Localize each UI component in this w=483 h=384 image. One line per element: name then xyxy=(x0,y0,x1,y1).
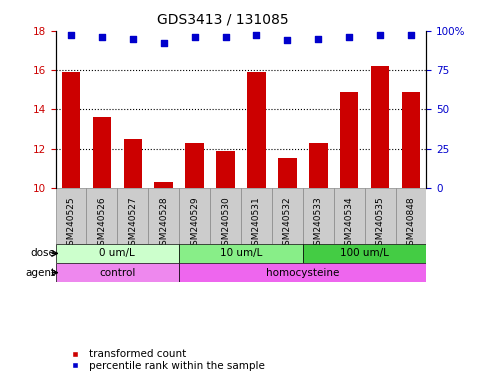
Bar xyxy=(62,72,80,188)
Text: GSM240526: GSM240526 xyxy=(98,196,106,251)
Bar xyxy=(210,188,241,244)
Text: GSM240534: GSM240534 xyxy=(345,196,354,251)
Point xyxy=(284,37,291,43)
Bar xyxy=(86,188,117,244)
Text: GSM240529: GSM240529 xyxy=(190,196,199,251)
Point xyxy=(98,34,106,40)
Bar xyxy=(365,188,396,244)
Bar xyxy=(179,244,303,263)
Bar xyxy=(303,188,334,244)
Bar xyxy=(155,182,173,188)
Text: control: control xyxy=(99,268,136,278)
Bar xyxy=(340,92,358,188)
Legend: transformed count, percentile rank within the sample: transformed count, percentile rank withi… xyxy=(61,345,269,375)
Point xyxy=(407,32,415,38)
Bar xyxy=(272,188,303,244)
Text: GSM240528: GSM240528 xyxy=(159,196,168,251)
Point xyxy=(376,32,384,38)
Point xyxy=(129,35,137,41)
Bar xyxy=(303,244,426,263)
Bar xyxy=(396,188,426,244)
Point xyxy=(345,34,353,40)
Point xyxy=(160,40,168,46)
Point xyxy=(222,34,229,40)
Bar xyxy=(402,92,420,188)
Text: GSM240531: GSM240531 xyxy=(252,196,261,251)
Point xyxy=(67,32,75,38)
Bar xyxy=(278,159,297,188)
Bar xyxy=(124,139,142,188)
Bar xyxy=(56,188,86,244)
Title: GDS3413 / 131085: GDS3413 / 131085 xyxy=(156,13,288,27)
Bar xyxy=(334,188,365,244)
Point xyxy=(314,35,322,41)
Text: GSM240530: GSM240530 xyxy=(221,196,230,251)
Bar xyxy=(56,263,179,282)
Bar xyxy=(247,72,266,188)
Bar xyxy=(148,188,179,244)
Text: homocysteine: homocysteine xyxy=(266,268,340,278)
Bar xyxy=(179,263,426,282)
Bar xyxy=(185,143,204,188)
Bar xyxy=(309,143,327,188)
Bar xyxy=(241,188,272,244)
Bar xyxy=(371,66,389,188)
Text: 0 um/L: 0 um/L xyxy=(99,248,135,258)
Text: GSM240848: GSM240848 xyxy=(407,196,415,251)
Point xyxy=(191,34,199,40)
Text: GSM240533: GSM240533 xyxy=(314,196,323,251)
Bar xyxy=(93,117,111,188)
Text: 100 um/L: 100 um/L xyxy=(340,248,389,258)
Text: GSM240532: GSM240532 xyxy=(283,196,292,251)
Text: GSM240535: GSM240535 xyxy=(376,196,384,251)
Text: GSM240527: GSM240527 xyxy=(128,196,137,251)
Text: dose: dose xyxy=(30,248,56,258)
Bar xyxy=(216,151,235,188)
Bar xyxy=(179,188,210,244)
Text: agent: agent xyxy=(26,268,56,278)
Bar xyxy=(56,244,179,263)
Text: 10 um/L: 10 um/L xyxy=(220,248,262,258)
Text: GSM240525: GSM240525 xyxy=(67,196,75,251)
Bar xyxy=(117,188,148,244)
Point xyxy=(253,32,260,38)
